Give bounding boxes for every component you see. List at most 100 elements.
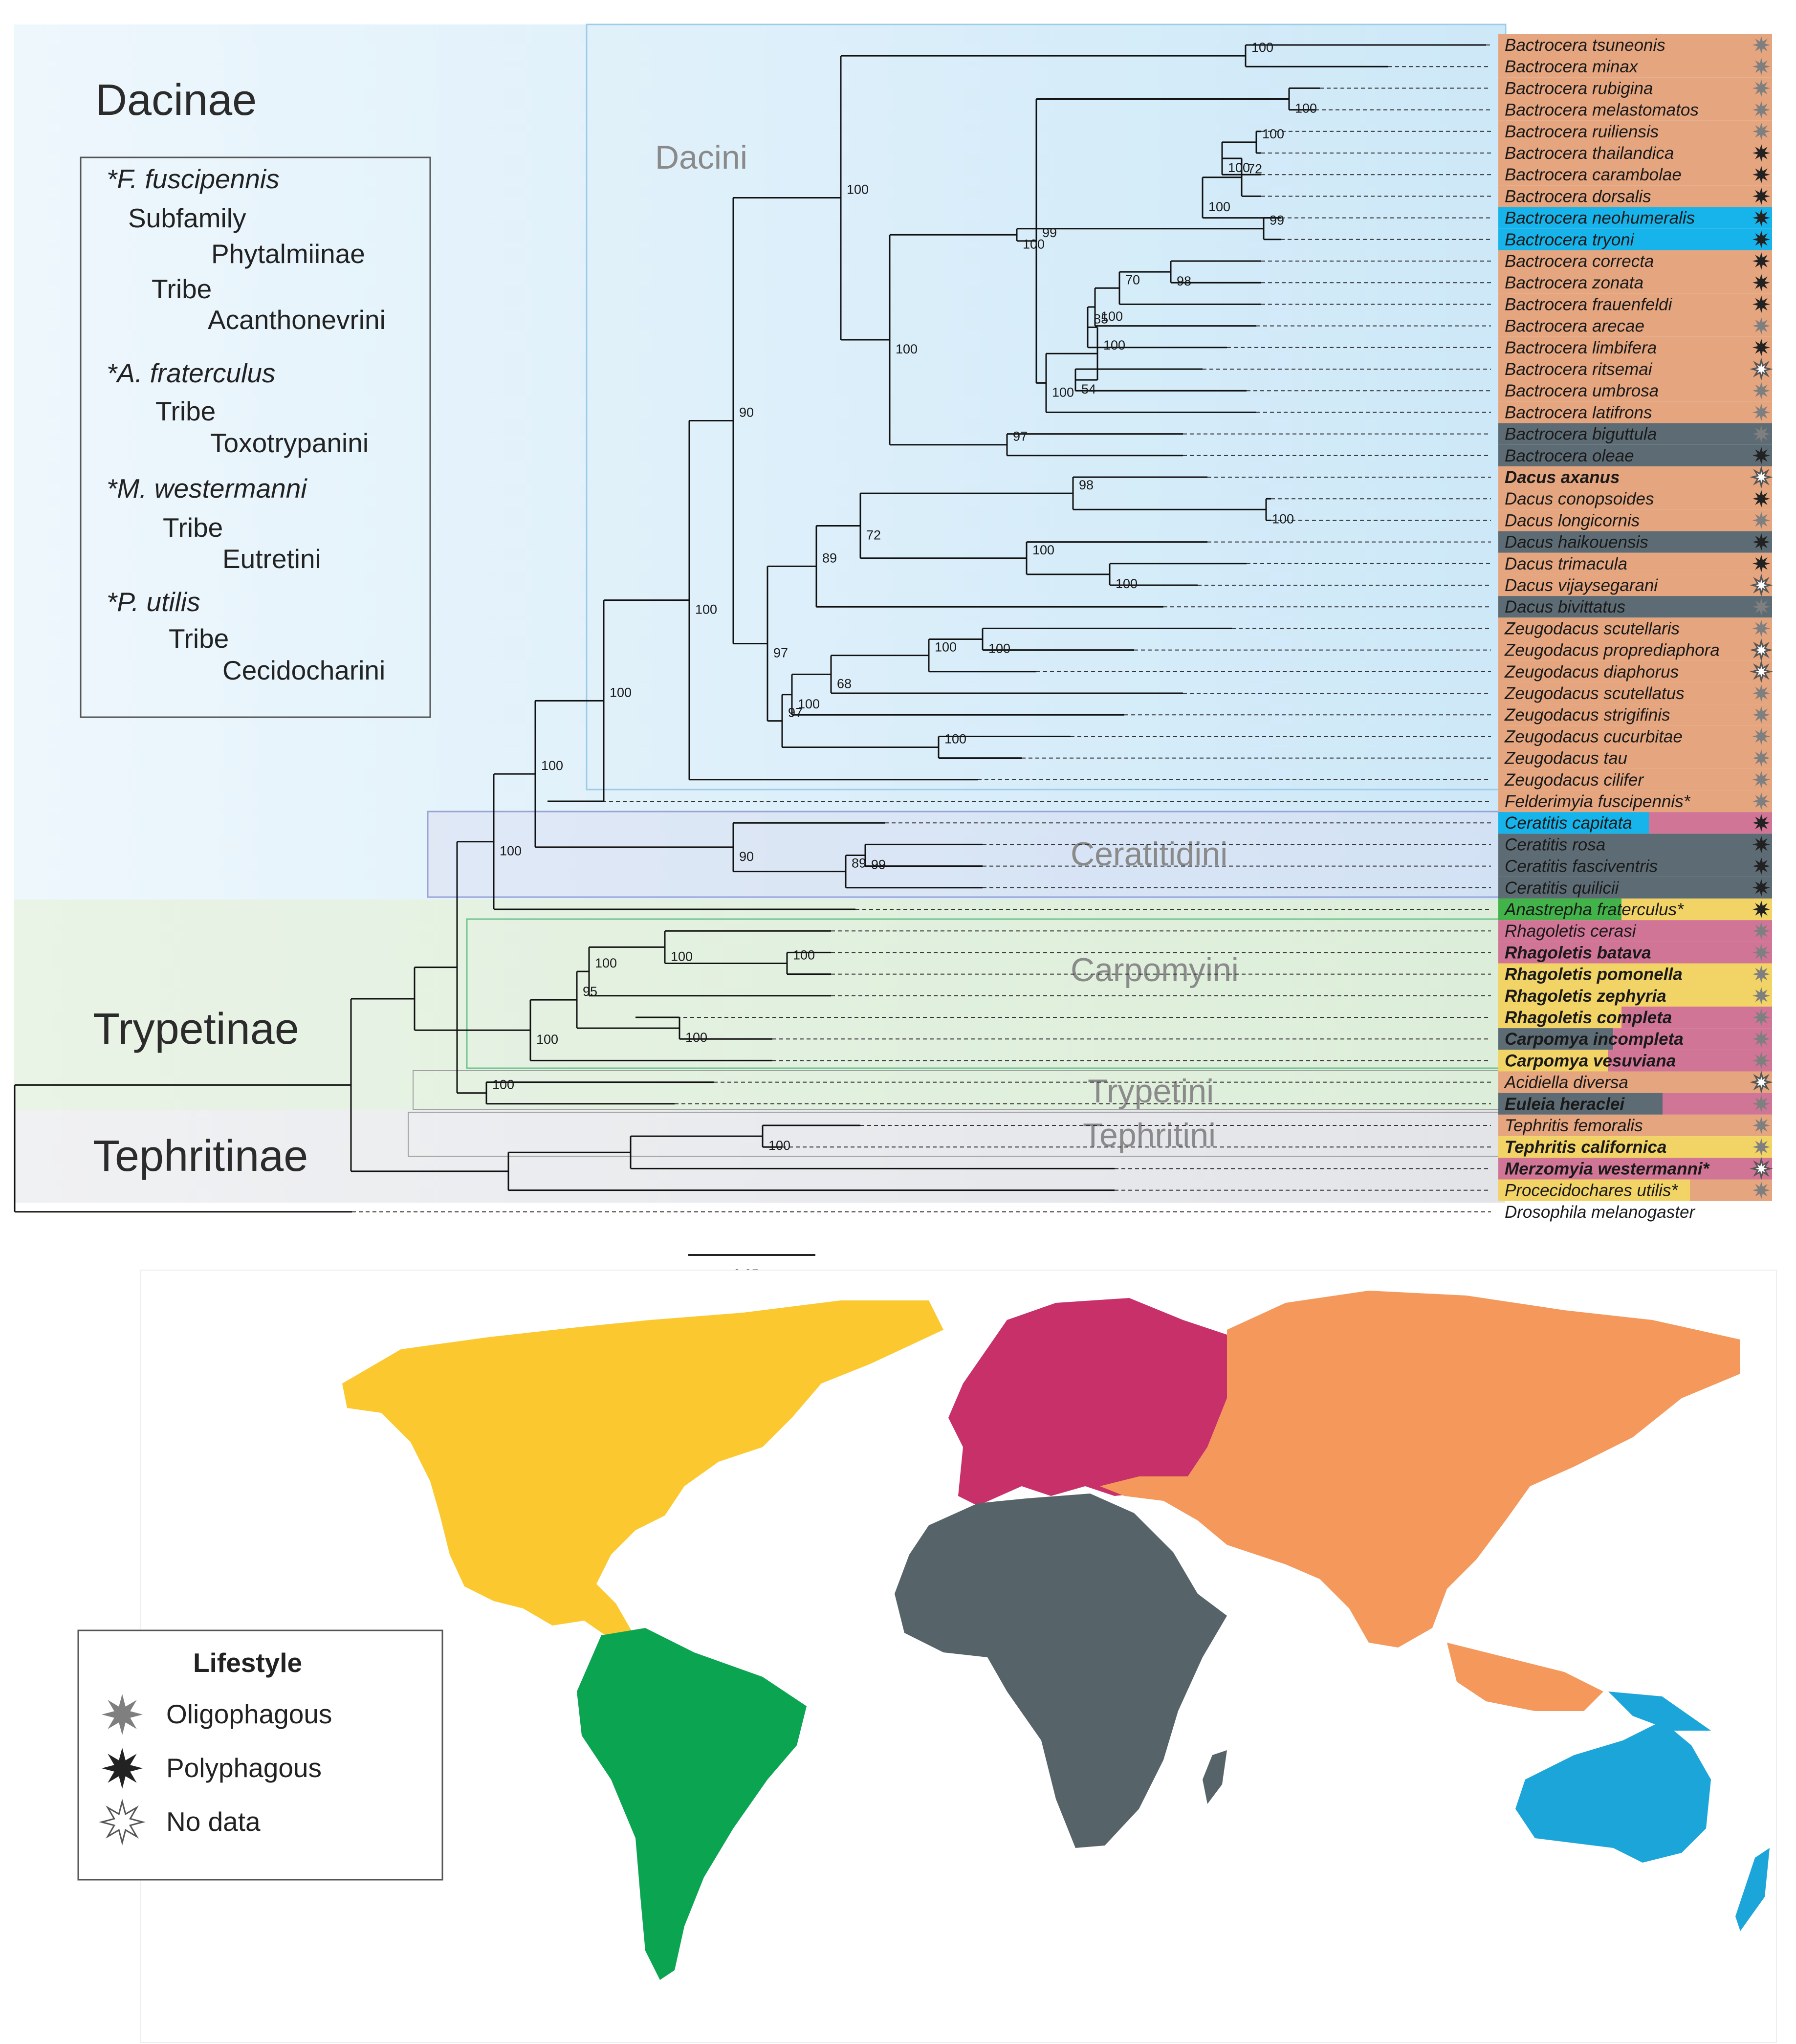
taxon-region-bar	[1498, 790, 1772, 813]
taxon-region-bar	[1498, 185, 1772, 207]
lifestyle-star-icon	[1752, 144, 1770, 162]
subfamily-trypetinae: Trypetinae	[93, 1005, 299, 1054]
taxon-label: Zeugodacus diaphorus	[1504, 662, 1679, 681]
taxon-region-bar	[1498, 272, 1772, 294]
taxon-region-bar	[1498, 920, 1772, 942]
bootstrap-value: 100	[695, 602, 717, 617]
bootstrap-value: 98	[1079, 478, 1094, 492]
taxon-label: Dacus haikouensis	[1505, 533, 1648, 552]
bootstrap-value: 100	[1032, 543, 1054, 557]
taxon-label: Bactrocera oleae	[1505, 446, 1634, 465]
bootstrap-value: 100	[1023, 237, 1045, 251]
note-species-3: *M. westermanni	[107, 473, 307, 504]
taxon-region-bar	[1498, 942, 1772, 964]
taxon-region-bar	[1498, 531, 1772, 553]
bootstrap-value: 100	[793, 948, 815, 963]
taxon-label: Acidiella diversa	[1504, 1073, 1628, 1092]
taxon-region-bar	[1498, 617, 1772, 639]
taxon-label: Dacus trimacula	[1505, 554, 1627, 573]
tribe-dacini: Dacini	[655, 139, 747, 176]
bootstrap-value: 100	[768, 1138, 790, 1153]
taxon-label: Bactrocera latifrons	[1505, 403, 1652, 422]
taxon-label: Bactrocera ritsemai	[1505, 360, 1653, 379]
note-rank-1b: Tribe	[152, 274, 212, 304]
taxon-label: Ceratitis rosa	[1505, 835, 1605, 854]
taxon-region-bar	[1621, 898, 1772, 921]
note-species-2: *A. fraterculus	[107, 358, 275, 388]
lifestyle-star-icon	[1752, 1138, 1770, 1156]
taxon-label: Felderimyia fuscipennis*	[1505, 792, 1691, 811]
bootstrap-value: 100	[1052, 385, 1074, 399]
lifestyle-star-icon	[1750, 357, 1773, 381]
taxon-region-bar	[1498, 1006, 1621, 1029]
map-region-new-guinea	[1608, 1692, 1711, 1731]
subfamily-dacinae: Dacinae	[95, 76, 257, 125]
bootstrap-value: 100	[988, 641, 1010, 656]
taxon-label: Bactrocera limbifera	[1505, 338, 1657, 357]
taxon-region-bar	[1498, 877, 1772, 899]
lifestyle-star-icon	[1752, 749, 1770, 767]
bootstrap-value: 100	[500, 844, 522, 858]
map-region-europe	[948, 1298, 1227, 1506]
tribe-carpomyini: Carpomyini	[1071, 951, 1239, 989]
lifestyle-star-icon	[1752, 446, 1770, 464]
legend-label: Polyphagous	[166, 1753, 322, 1783]
taxon-label: Rhagoletis completa	[1505, 1008, 1672, 1027]
bootstrap-value: 72	[866, 527, 881, 542]
note-name-1a: Phytalmiinae	[211, 239, 365, 269]
taxon-region-bar	[1498, 855, 1772, 877]
dacinae-band	[14, 24, 1505, 900]
note-rank-3: Tribe	[163, 512, 223, 543]
lifestyle-star-icon	[1752, 58, 1770, 76]
map-region-madagascar	[1203, 1750, 1227, 1804]
lifestyle-star-icon	[1752, 1117, 1770, 1134]
taxon-label: Bactrocera carambolae	[1505, 165, 1682, 184]
taxon-region-bar	[1498, 250, 1772, 272]
taxon-label: Procecidochares utilis*	[1505, 1181, 1678, 1200]
lifestyle-star-icon	[1752, 922, 1770, 940]
taxon-label: Bactrocera biguttula	[1505, 425, 1657, 444]
taxon-label: Zeugodacus cucurbitae	[1504, 727, 1683, 746]
taxon-label: Rhagoletis zephyria	[1505, 987, 1666, 1006]
taxon-region-bar	[1498, 898, 1621, 921]
bootstrap-value: 90	[739, 849, 754, 864]
lifestyle-star-icon	[1752, 901, 1770, 918]
legend-star-icon	[102, 1748, 143, 1789]
legend-star-icon	[99, 1799, 146, 1846]
bootstrap-value: 100	[944, 732, 966, 747]
taxon-label: Dacus bivittatus	[1505, 597, 1625, 616]
lifestyle-star-icon	[1750, 1157, 1773, 1181]
taxon-label: Carpomya vesuviana	[1505, 1051, 1676, 1070]
taxon-region-bar	[1498, 1158, 1772, 1180]
bootstrap-value: 100	[896, 342, 918, 356]
taxon-region-bar	[1498, 1071, 1772, 1093]
taxon-label: Rhagoletis pomonella	[1505, 965, 1683, 984]
taxon-label: Drosophila melanogaster	[1505, 1203, 1695, 1222]
taxon-region-bar	[1498, 812, 1649, 834]
taxon-region-bar	[1498, 488, 1772, 510]
taxon-label: Zeugodacus tau	[1504, 749, 1627, 768]
taxon-region-bar	[1498, 293, 1772, 315]
lifestyle-star-icon	[1752, 295, 1770, 313]
lifestyle-star-icon	[1752, 706, 1770, 724]
bootstrap-value: 98	[1177, 274, 1191, 288]
bootstrap-value: 97	[788, 705, 803, 720]
taxon-label: Zeugodacus proprediaphora	[1504, 641, 1720, 660]
taxon-region-bar	[1498, 552, 1772, 574]
lifestyle-star-icon	[1752, 727, 1770, 746]
taxon-region-bar	[1498, 164, 1772, 186]
taxon-region-bar	[1498, 596, 1772, 618]
map-region-southeast-asia-islands	[1447, 1643, 1603, 1711]
lifestyle-star-icon	[1752, 425, 1770, 443]
map-region-africa	[895, 1494, 1227, 1848]
taxon-label: Bactrocera rubigina	[1505, 79, 1653, 98]
taxon-region-bar	[1498, 769, 1772, 791]
taxon-label: Bactrocera correcta	[1505, 252, 1654, 271]
taxon-label: Bactrocera zonata	[1505, 273, 1643, 292]
taxon-region-bar	[1649, 812, 1772, 834]
lifestyle-star-icon	[1752, 317, 1770, 335]
lifestyle-star-icon	[1752, 511, 1770, 529]
taxon-label: Zeugodacus strigifinis	[1504, 705, 1670, 725]
taxon-region-bar	[1498, 77, 1772, 99]
lifestyle-star-icon	[1752, 619, 1770, 637]
